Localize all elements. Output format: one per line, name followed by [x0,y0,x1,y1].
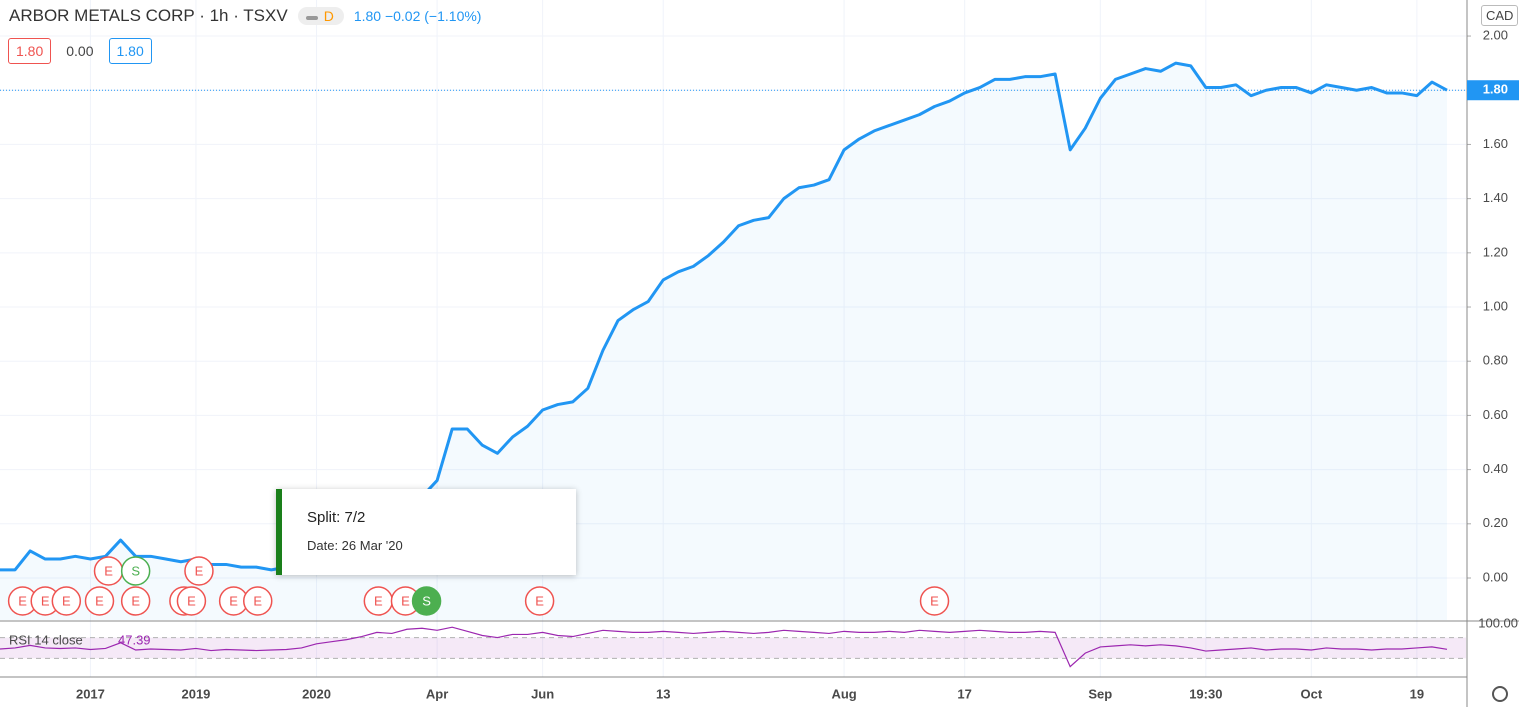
event-marker [84,586,115,616]
symbol-title[interactable]: ARBOR METALS CORP · 1h · TSXV [9,6,288,25]
x-tick-label: 17 [957,686,971,701]
y-tick-label: 1.60 [1483,136,1508,151]
event-marker [919,586,950,616]
header: ARBOR METALS CORP · 1h · TSXV D 1.80 −0.… [9,6,481,26]
x-tick-label: Oct [1301,686,1323,701]
x-tick-label: Jun [531,686,554,701]
currency[interactable]: CAD [1481,5,1519,26]
event-marker [120,556,151,586]
rsi-title: RSI 14 close [9,632,83,647]
quote: 1.80 −0.02 (−1.10%) [353,8,482,24]
y-tick-label: 1.20 [1483,244,1508,259]
event-label: S [131,563,140,578]
event-label: E [62,593,71,608]
last-price-label: 1.80 [1483,82,1508,97]
event-label: E [187,593,196,608]
last-price-tag [1467,80,1519,101]
event-label: E [401,593,410,608]
x-tick-label: 2017 [76,686,105,701]
event-label: E [104,563,113,578]
event-label: E [535,593,544,608]
event-label: E [95,593,104,608]
event-marker [411,586,442,616]
x-tick-label: 19 [1410,686,1424,701]
y-tick-label: 0.20 [1483,515,1508,530]
ohlc-values: 1.80 0.00 1.80 [8,38,152,64]
event-marker [524,586,555,616]
x-tick-label: Aug [831,686,856,701]
y-tick-label: 100.00 [1478,615,1518,630]
y-tick-label: 0.40 [1483,461,1508,476]
rsi-value: 47.39 [118,632,151,647]
event-marker [176,586,207,616]
y-tick-label: 1.40 [1483,190,1508,205]
event-label: E [930,593,939,608]
event-marker [120,586,151,616]
event-label: E [131,593,140,608]
event-marker [184,556,214,586]
y-tick-label: 0.80 [1483,353,1508,368]
event-label: E [18,593,27,608]
price-area [0,63,1447,620]
event-marker [242,586,273,616]
price-line [0,61,1448,572]
x-tick-label: 19:30 [1189,686,1222,701]
event-label: E [374,593,383,608]
rsi-line [0,626,1448,668]
tooltip: Split: 7/2 Date: 26 Mar '20 [276,489,576,575]
event-label: S [422,593,431,608]
y-tick-label: 1.00 [1483,298,1508,313]
event-label: E [253,593,262,608]
rsi-band [0,637,1466,659]
ohlc-value: 1.80 [108,38,152,64]
y-tick-label: 0.60 [1483,407,1508,422]
x-tick-label: Apr [426,686,448,701]
ohlc-value: 1.80 [8,38,52,64]
event-label: E [229,593,238,608]
settings-icon[interactable] [1492,686,1508,702]
interval-badge[interactable]: D [297,7,344,25]
event-label: E [41,593,50,608]
x-tick-label: 2019 [181,686,210,701]
tooltip-title: Split: 7/2 [307,509,366,526]
y-tick-label: 2.00 [1483,27,1508,42]
ohlc-value: 0.00 [66,43,94,59]
x-tick-label: 13 [656,686,670,701]
x-tick-label: Sep [1088,686,1112,701]
event-marker [51,586,82,616]
y-tick-label: 0.00 [1483,569,1508,584]
tooltip-date: Date: 26 Mar '20 [307,538,403,553]
event-label: E [195,563,204,578]
x-tick-label: 2020 [302,686,331,701]
